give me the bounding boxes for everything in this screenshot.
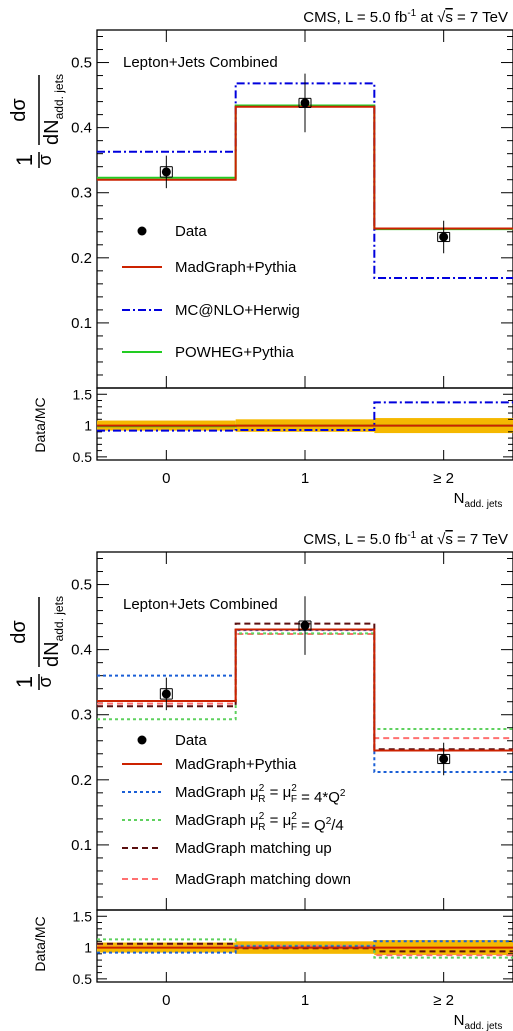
x-tick-label: ≥ 2 (433, 470, 454, 487)
cms-header: CMS, L = 5.0 fb-1 at √s = 7 TeV (303, 8, 508, 26)
legend: Data MadGraph+Pythia MC@NLO+Herwig POWHEG+P… (122, 223, 300, 361)
cms-energy-label: = 7 TeV (453, 9, 508, 26)
ratio-y-tick-label: 1 (84, 418, 92, 434)
y-title-dN-sub: add. jets (52, 596, 66, 641)
ratio-y-tick-label: 1.5 (73, 386, 93, 402)
data-point (161, 167, 171, 177)
y-axis-title: 1 σ dσ dNadd. jets (8, 596, 66, 690)
mc-series-line (97, 632, 513, 731)
y-tick-label: 0.3 (71, 707, 92, 724)
legend-label: MadGraph+Pythia (175, 756, 297, 773)
y-title-dsigma: dσ (8, 98, 30, 122)
x-tick-label: 1 (301, 470, 309, 487)
legend-marker-data (137, 735, 147, 745)
y-title-dN-text: dN (41, 119, 63, 145)
ratio-series-line (97, 938, 513, 959)
x-title-N: N (454, 1012, 465, 1029)
cms-lumi-exponent: -1 (407, 8, 416, 19)
sqrt-sign: √ (437, 9, 446, 26)
y-tick-label: 0.3 (71, 185, 92, 202)
x-axis-title: Nadd. jets (454, 1012, 503, 1031)
x-tick-label: 1 (301, 992, 309, 1009)
legend-marker-data (137, 226, 147, 236)
y-title-sigma: σ (35, 154, 55, 165)
ratio-series-line (97, 401, 513, 432)
data-point (300, 621, 310, 631)
y-title-one: 1 (12, 154, 37, 166)
chart-panel-2: CMS, L = 5.0 fb-1 at √s = 7 TeV Lepton+J… (8, 530, 513, 1031)
x-tick-label: ≥ 2 (433, 992, 454, 1009)
y-tick-label: 0.5 (71, 577, 92, 594)
cms-header: CMS, L = 5.0 fb-1 at √s = 7 TeV (303, 530, 508, 548)
ratio-y-tick-label: 1.5 (73, 908, 93, 924)
y-title-dN-sub: add. jets (52, 74, 66, 119)
chart-panel-1: CMS, L = 5.0 fb-1 at √s = 7 TeV Lepton+J… (8, 8, 513, 510)
cms-at-label: at (416, 9, 437, 26)
x-axis-title: Nadd. jets (454, 490, 503, 510)
x-title-sub: add. jets (465, 499, 503, 510)
ratio-y-tick-label: 0.5 (73, 971, 93, 987)
data-point (439, 754, 449, 764)
cms-lumi-exponent: -1 (407, 530, 416, 541)
y-axis-title: 1 σ dσ dNadd. jets (8, 74, 66, 168)
legend-label: MadGraph+Pythia (175, 259, 297, 276)
y-title-one: 1 (12, 676, 37, 688)
ratio-y-title: Data/MC (32, 397, 48, 452)
legend-label: POWHEG+Pythia (175, 344, 294, 361)
ratio-series-line (97, 940, 513, 954)
y-tick-label: 0.5 (71, 55, 92, 72)
y-tick-label: 0.4 (71, 642, 92, 659)
legend-label: MadGraph μ2 R = μ2 F = Q2/4 (175, 811, 344, 834)
cms-sqrt-s: s (445, 9, 453, 26)
cms-lumi-label: CMS, L = 5.0 fb (303, 531, 407, 548)
x-tick-label: 0 (162, 992, 170, 1009)
legend-label: MC@NLO+Herwig (175, 302, 300, 319)
data-point (300, 98, 310, 108)
cms-sqrt-s: s (445, 531, 453, 548)
legend: Data MadGraph+Pythia MadGraph μ2 R = μ2 F = … (122, 732, 351, 888)
y-tick-label: 0.2 (71, 772, 92, 789)
y-title-dN: dNadd. jets (41, 596, 66, 667)
data-point (439, 232, 449, 242)
sqrt-sign: √ (437, 531, 446, 548)
mc-series-line (97, 633, 513, 740)
y-title-dN-text: dN (41, 641, 63, 667)
ratio-y-title: Data/MC (32, 916, 48, 971)
legend-label: MadGraph matching down (175, 871, 351, 888)
x-title-N: N (454, 490, 465, 507)
channel-label: Lepton+Jets Combined (123, 596, 278, 613)
x-title-sub: add. jets (465, 1021, 503, 1031)
legend-label-data: Data (175, 732, 207, 749)
y-tick-label: 0.2 (71, 250, 92, 267)
y-title-dsigma: dσ (8, 620, 30, 644)
y-tick-label: 0.1 (71, 837, 92, 854)
cms-energy-label: = 7 TeV (453, 531, 508, 548)
y-tick-label: 0.1 (71, 315, 92, 332)
y-title-dN: dNadd. jets (41, 74, 66, 145)
x-tick-label: 0 (162, 470, 170, 487)
cms-at-label: at (416, 531, 437, 548)
y-tick-label: 0.4 (71, 120, 92, 137)
legend-label: MadGraph matching up (175, 840, 332, 857)
legend-label-data: Data (175, 223, 207, 240)
channel-label: Lepton+Jets Combined (123, 54, 278, 71)
ratio-y-tick-label: 1 (84, 940, 92, 956)
legend-label: MadGraph μ2 R = μ2 F = 4*Q2 (175, 783, 346, 806)
data-point (161, 689, 171, 699)
ratio-y-tick-label: 0.5 (73, 449, 93, 465)
cms-lumi-label: CMS, L = 5.0 fb (303, 9, 407, 26)
y-title-sigma: σ (35, 676, 55, 687)
